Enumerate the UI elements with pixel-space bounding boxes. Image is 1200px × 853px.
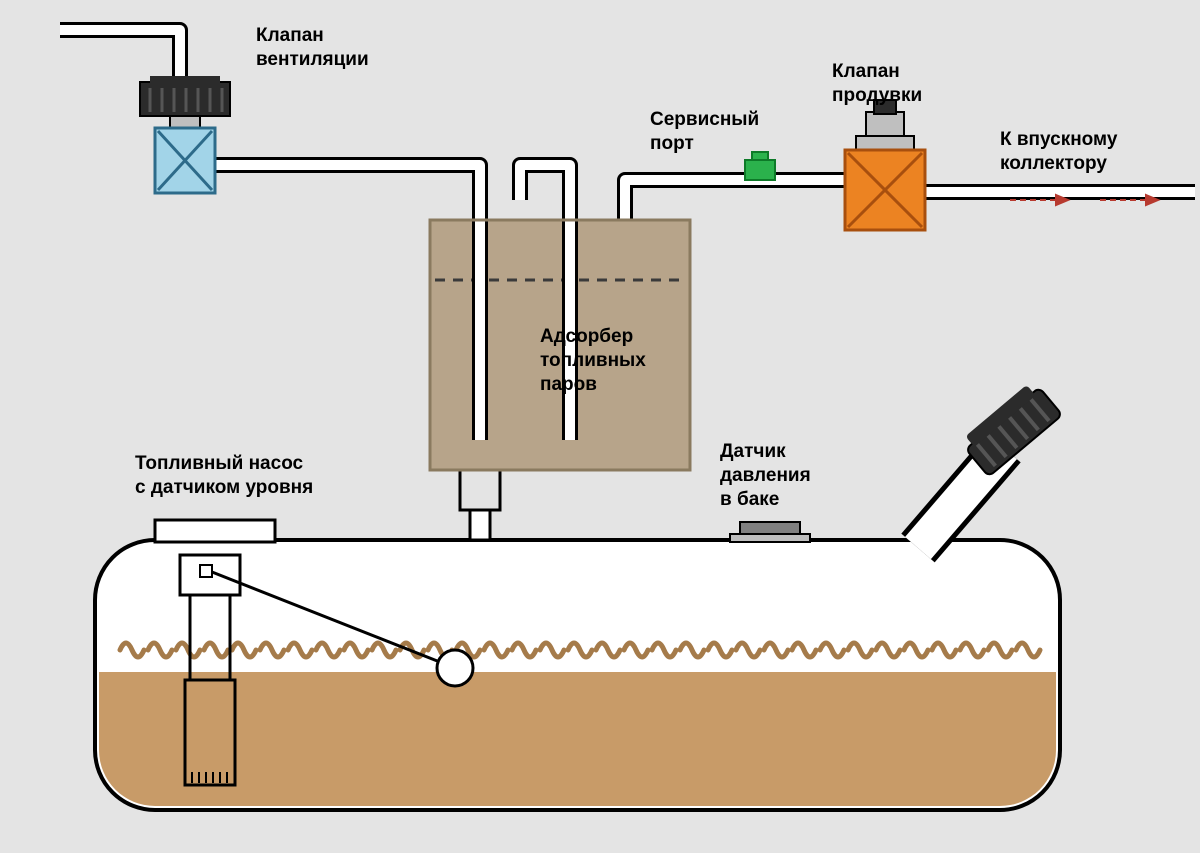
label-pressure-sensor: Датчик давления в баке [720, 440, 811, 511]
pressure-sensor [730, 522, 810, 542]
label-purge-valve: Клапан продувки [832, 60, 922, 108]
service-port [745, 152, 775, 180]
vent-valve [140, 76, 230, 193]
label-fuel-pump: Топливный насос с датчиком уровня [135, 452, 313, 500]
label-to-intake: К впускному коллектору [1000, 128, 1117, 176]
label-service-port: Сервисный порт [650, 108, 759, 156]
diagram-stage: Клапан вентиляции Клапан продувки Сервис… [0, 0, 1200, 853]
label-vent-valve: Клапан вентиляции [256, 24, 369, 72]
purge-valve [845, 100, 925, 230]
label-adsorber: Адсорбер топливных паров [540, 325, 646, 396]
filler-neck [918, 380, 1062, 548]
